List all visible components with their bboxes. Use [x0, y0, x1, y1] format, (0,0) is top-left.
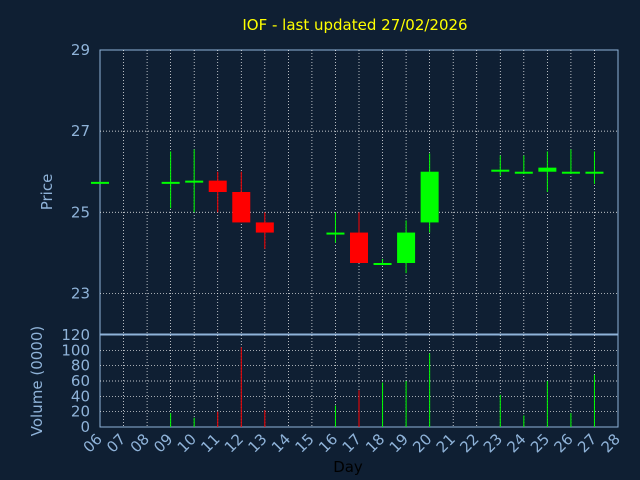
- x-axis-ticks: 0607080910111213141516171819202122232425…: [80, 430, 624, 456]
- price-tick-label: 29: [71, 41, 90, 59]
- candle-body: [161, 181, 180, 184]
- candle-body: [538, 167, 557, 172]
- price-tick-label: 25: [71, 203, 90, 221]
- candle-body: [326, 232, 345, 235]
- chart-title: IOF - last updated 27/02/2026: [242, 16, 467, 34]
- price-axis-label: Price: [38, 174, 56, 211]
- volume-tick-label: 80: [71, 357, 90, 375]
- candle-body: [420, 171, 439, 223]
- candle-body: [232, 192, 251, 223]
- candle-body: [514, 171, 533, 174]
- price-tick-label: 23: [71, 284, 90, 302]
- volume-tick-label: 40: [71, 387, 90, 405]
- candle-body: [373, 263, 392, 265]
- volume-axis-label: Volume (0000): [28, 326, 46, 436]
- candle-body: [350, 232, 368, 263]
- candle-body: [255, 222, 274, 233]
- candles: [91, 149, 604, 274]
- volume-tick-label: 120: [61, 326, 90, 344]
- candle-body: [561, 171, 580, 174]
- candle-body: [91, 181, 109, 184]
- price-tick-label: 27: [71, 122, 90, 140]
- volume-tick-label: 20: [71, 403, 90, 421]
- candle-body: [208, 180, 227, 192]
- volume-bars: [170, 347, 595, 427]
- x-axis-label: Day: [333, 458, 363, 476]
- volume-tick-label: 60: [71, 372, 90, 390]
- price-axis-ticks: 23 25 27 29: [71, 41, 90, 302]
- candle-body: [397, 232, 416, 263]
- volume-tick-label: 0: [80, 418, 90, 436]
- candle-body: [491, 169, 510, 172]
- candle-body: [585, 171, 604, 174]
- volume-tick-label: 100: [61, 341, 90, 359]
- candle-body: [185, 180, 204, 183]
- grid-lines: [100, 50, 618, 427]
